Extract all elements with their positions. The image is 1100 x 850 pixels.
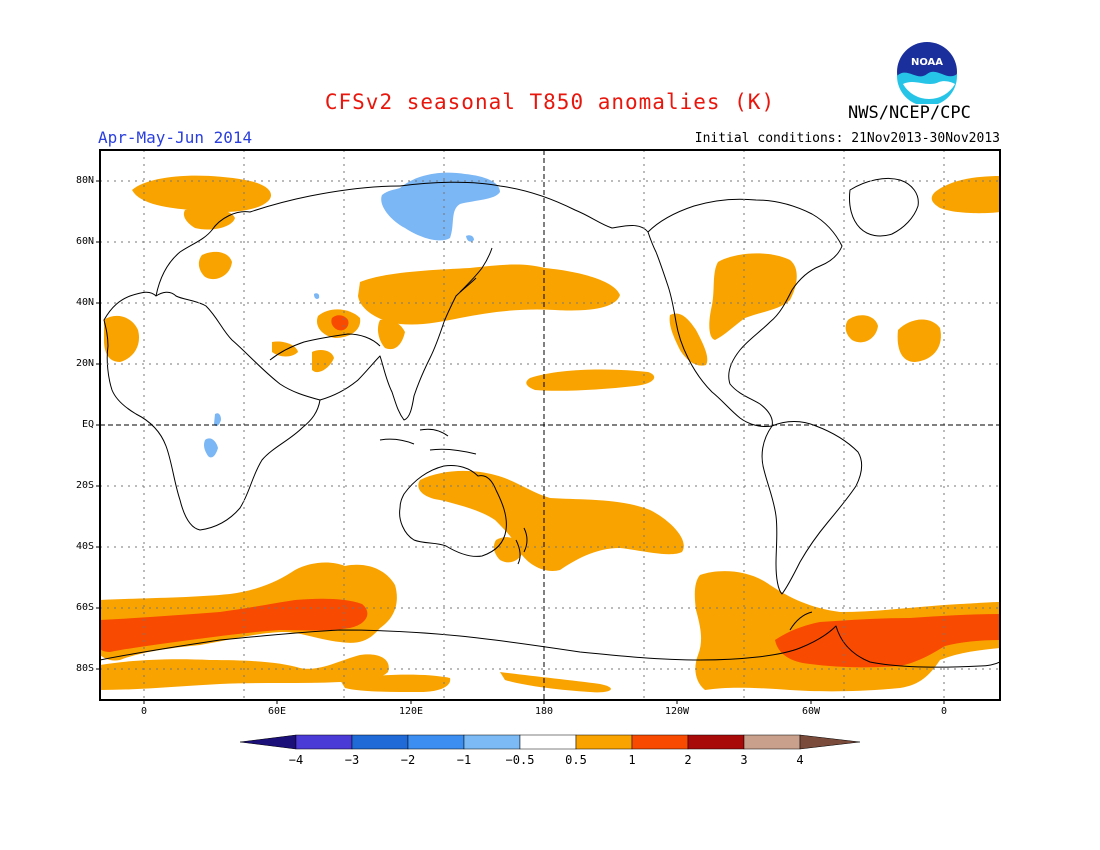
colorbar-swatch-max: [799, 734, 861, 750]
lon-label: 120E: [398, 706, 424, 717]
lat-label: 60N: [75, 236, 94, 247]
lat-label: 20N: [75, 358, 94, 369]
colorbar-swatch: [687, 734, 745, 750]
agency-label: NWS/NCEP/CPC: [848, 103, 971, 123]
noaa-logo: NOAA: [897, 42, 957, 104]
lat-label: 80S: [75, 663, 94, 674]
lon-label: 0: [140, 706, 148, 717]
colorbar: [239, 734, 861, 750]
colorbar-label: −3: [344, 753, 360, 767]
colorbar-swatch: [519, 734, 577, 750]
map-title: CFSv2 seasonal T850 anomalies (K): [324, 90, 776, 114]
cool-anomaly-regions: [204, 172, 500, 458]
lon-label: 180: [534, 706, 554, 717]
lat-label: 20S: [75, 480, 94, 491]
reference-lines: [100, 150, 1000, 700]
colorbar-label: −0.5: [505, 753, 535, 767]
colorbar-label: −4: [288, 753, 304, 767]
colorbar-swatch: [575, 734, 633, 750]
lat-label: 80N: [75, 175, 94, 186]
lon-label: 120W: [664, 706, 690, 717]
lon-label: 60W: [801, 706, 821, 717]
coastlines: [100, 177, 1000, 668]
colorbar-swatch: [407, 734, 465, 750]
lat-label: EQ: [81, 419, 94, 430]
colorbar-swatch: [295, 734, 353, 750]
colorbar-label: 2: [684, 753, 692, 767]
initial-conditions: Initial conditions: 21Nov2013-30Nov2013: [694, 131, 1000, 146]
lon-label: 60E: [267, 706, 287, 717]
colorbar-label: 1: [628, 753, 636, 767]
lat-label: 40S: [75, 541, 94, 552]
colorbar-swatch: [351, 734, 409, 750]
colorbar-swatch: [631, 734, 689, 750]
lat-label: 40N: [75, 297, 94, 308]
colorbar-swatch-min: [239, 734, 297, 750]
lat-label: 60S: [75, 602, 94, 613]
colorbar-label: −1: [456, 753, 472, 767]
lon-label: 0: [940, 706, 948, 717]
colorbar-label: 4: [796, 753, 804, 767]
colorbar-label: −2: [400, 753, 416, 767]
colorbar-label: 0.5: [565, 753, 587, 767]
colorbar-swatch: [743, 734, 801, 750]
logo-text: NOAA: [911, 57, 943, 68]
colorbar-label: 3: [740, 753, 748, 767]
colorbar-swatch: [463, 734, 521, 750]
forecast-period: Apr-May-Jun 2014: [98, 128, 253, 147]
